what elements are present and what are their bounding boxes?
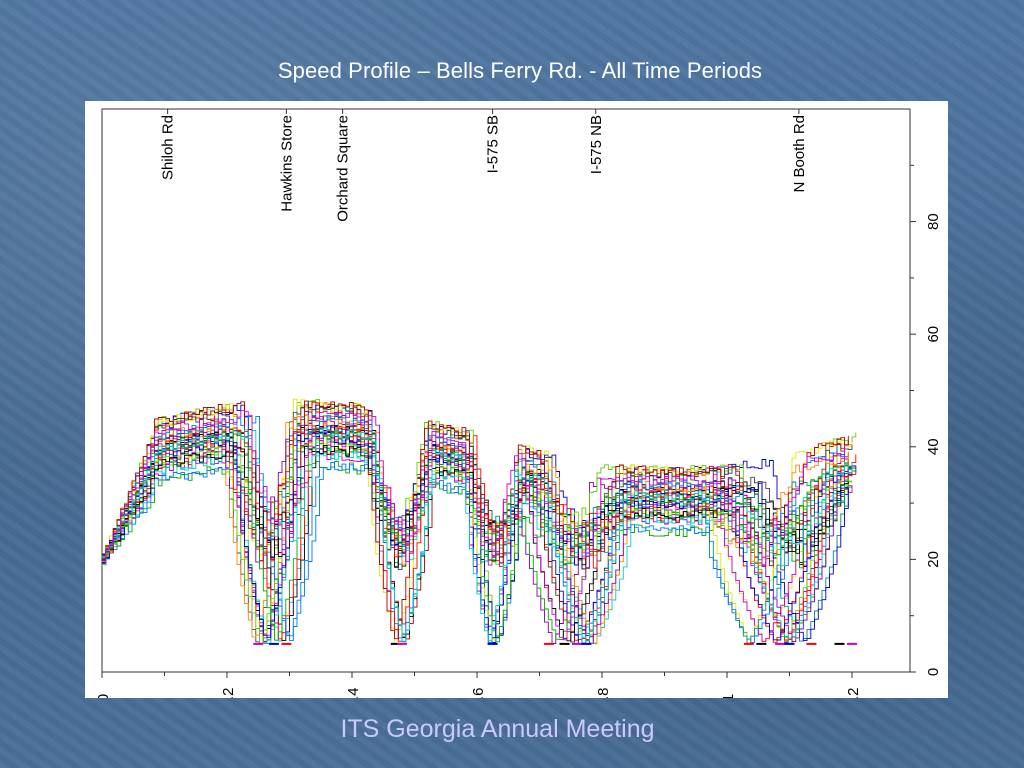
x-tick-label: 0.4	[345, 688, 362, 698]
axes-group: 0 0.2 0.4 0.6 0.8 1 1.2 0 20 40 60 80	[95, 164, 942, 698]
series-group	[102, 398, 857, 645]
x-tick-label: 0.8	[595, 688, 612, 698]
x-tick-label: 0.2	[220, 688, 237, 698]
landmark-label: I-575 SB	[485, 115, 502, 173]
x-tick-label: 1	[720, 694, 737, 698]
x-tick-label: 0.6	[470, 688, 487, 698]
x-tick-label: 1.2	[845, 688, 862, 698]
landmark-label: Shiloh Rd	[160, 115, 177, 180]
landmark-label: N Booth Rd	[791, 115, 808, 193]
landmark-label: Hawkins Store	[278, 115, 295, 212]
y-tick-label: 0	[925, 668, 942, 676]
x-tick-label: 0	[95, 694, 112, 698]
y-tick-label: 20	[925, 551, 942, 568]
landmarks-group: Shiloh Rd Hawkins Store Orchard Square I-57…	[160, 109, 808, 222]
y-tick-label: 80	[925, 213, 942, 230]
landmark-label: Orchard Square	[335, 115, 352, 222]
landmark-label: I-575 NB	[588, 115, 605, 174]
y-tick-label: 60	[925, 326, 942, 343]
slide-footer: ITS Georgia Annual Meeting	[340, 715, 655, 743]
slide-title: Speed Profile – Bells Ferry Rd. - All Ti…	[277, 58, 763, 83]
y-tick-label: 40	[925, 438, 942, 455]
speed-series-line	[102, 410, 849, 641]
speed-profile-chart: 0 0.2 0.4 0.6 0.8 1 1.2 0 20 40 60 80 Shiloh Rd Hawk…	[85, 101, 948, 698]
